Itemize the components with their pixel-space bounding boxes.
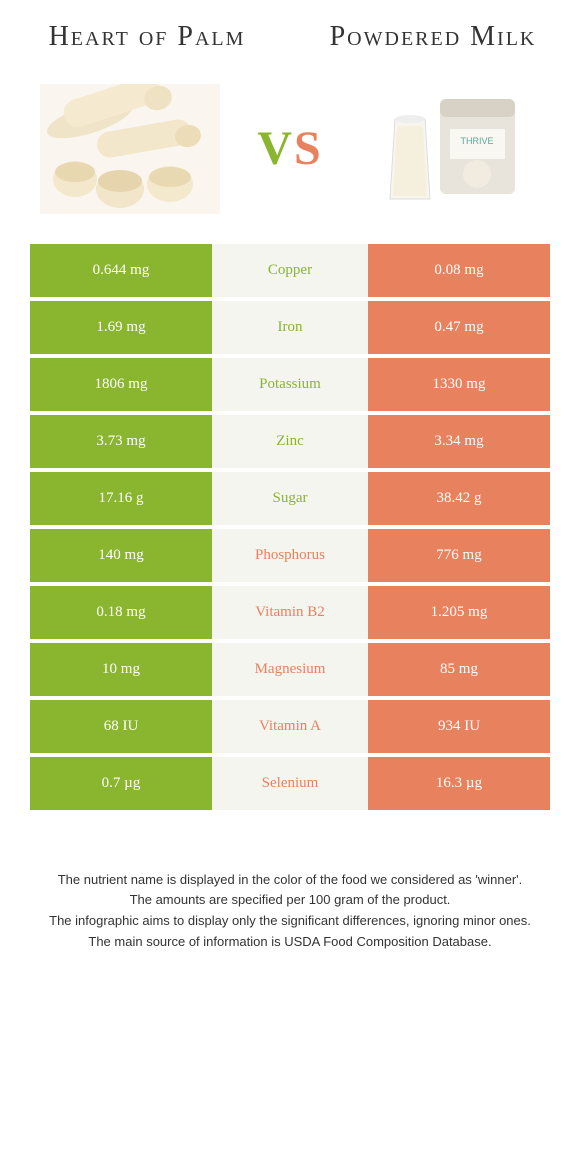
table-row: 0.18 mgVitamin B21.205 mg <box>30 586 550 639</box>
value-right: 0.47 mg <box>368 301 550 354</box>
table-row: 1806 mgPotassium1330 mg <box>30 358 550 411</box>
table-row: 68 IUVitamin A934 IU <box>30 700 550 753</box>
nutrient-label: Vitamin A <box>212 700 368 753</box>
nutrient-label: Zinc <box>212 415 368 468</box>
nutrient-label: Copper <box>212 244 368 297</box>
images-row: VS THRIVE <box>30 84 550 214</box>
table-row: 0.644 mgCopper0.08 mg <box>30 244 550 297</box>
powdered-milk-image: THRIVE <box>360 84 540 214</box>
vs-s: S <box>294 122 323 175</box>
value-right: 85 mg <box>368 643 550 696</box>
nutrient-label: Iron <box>212 301 368 354</box>
svg-text:THRIVE: THRIVE <box>460 136 493 146</box>
table-row: 10 mgMagnesium85 mg <box>30 643 550 696</box>
value-left: 0.7 µg <box>30 757 212 810</box>
title-right: Powdered Milk <box>316 20 550 54</box>
infographic-container: Heart of Palm Powdered Milk VS <box>0 0 580 973</box>
footer-line: The infographic aims to display only the… <box>40 911 540 932</box>
value-left: 0.18 mg <box>30 586 212 639</box>
value-left: 17.16 g <box>30 472 212 525</box>
value-right: 3.34 mg <box>368 415 550 468</box>
titles-row: Heart of Palm Powdered Milk <box>30 20 550 54</box>
nutrient-label: Selenium <box>212 757 368 810</box>
footer-line: The nutrient name is displayed in the co… <box>40 870 540 891</box>
footer-line: The main source of information is USDA F… <box>40 932 540 953</box>
nutrient-label: Magnesium <box>212 643 368 696</box>
table-row: 3.73 mgZinc3.34 mg <box>30 415 550 468</box>
table-row: 1.69 mgIron0.47 mg <box>30 301 550 354</box>
value-right: 1.205 mg <box>368 586 550 639</box>
nutrient-label: Vitamin B2 <box>212 586 368 639</box>
value-right: 776 mg <box>368 529 550 582</box>
table-row: 140 mgPhosphorus776 mg <box>30 529 550 582</box>
value-right: 934 IU <box>368 700 550 753</box>
value-left: 68 IU <box>30 700 212 753</box>
vs-label: VS <box>257 121 322 176</box>
value-left: 10 mg <box>30 643 212 696</box>
title-left: Heart of Palm <box>30 20 264 54</box>
nutrient-label: Phosphorus <box>212 529 368 582</box>
value-right: 0.08 mg <box>368 244 550 297</box>
table-row: 17.16 gSugar38.42 g <box>30 472 550 525</box>
nutrient-label: Potassium <box>212 358 368 411</box>
footer-line: The amounts are specified per 100 gram o… <box>40 890 540 911</box>
value-left: 1.69 mg <box>30 301 212 354</box>
footer-notes: The nutrient name is displayed in the co… <box>30 870 550 953</box>
value-left: 1806 mg <box>30 358 212 411</box>
table-row: 0.7 µgSelenium16.3 µg <box>30 757 550 810</box>
nutrient-label: Sugar <box>212 472 368 525</box>
value-left: 3.73 mg <box>30 415 212 468</box>
value-right: 38.42 g <box>368 472 550 525</box>
heart-of-palm-image <box>40 84 220 214</box>
comparison-table: 0.644 mgCopper0.08 mg1.69 mgIron0.47 mg1… <box>30 244 550 810</box>
value-left: 0.644 mg <box>30 244 212 297</box>
value-right: 16.3 µg <box>368 757 550 810</box>
value-right: 1330 mg <box>368 358 550 411</box>
value-left: 140 mg <box>30 529 212 582</box>
vs-v: V <box>257 122 294 175</box>
